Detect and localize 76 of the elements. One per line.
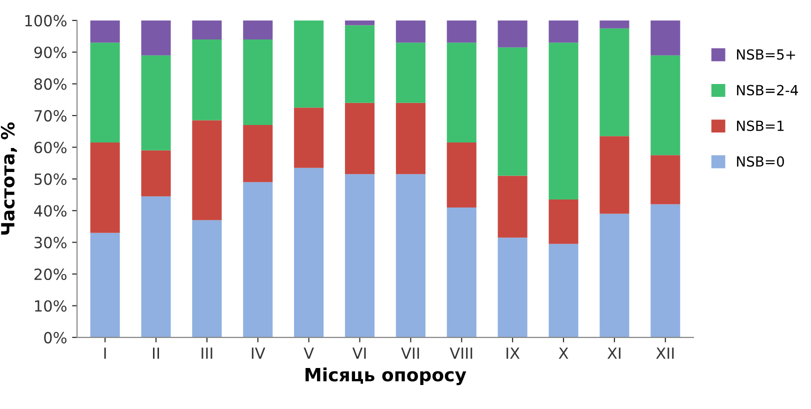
y-tick-label: 0% — [44, 332, 66, 344]
bar — [192, 220, 222, 338]
bar — [600, 136, 630, 214]
bar — [446, 207, 476, 338]
y-tick-label: 40% — [34, 205, 66, 217]
bar — [294, 108, 324, 168]
x-tick-label: XII — [656, 348, 674, 359]
bar — [650, 20, 680, 56]
bar — [446, 142, 476, 208]
bar — [344, 174, 375, 338]
bar — [396, 102, 426, 174]
y-axis-title: Частота, % — [0, 122, 17, 235]
y-tick-label: 100% — [25, 14, 66, 26]
legend-label: NSB=0 — [737, 156, 784, 167]
bar — [294, 168, 324, 338]
x-tick-label: II — [152, 348, 160, 359]
bar — [396, 42, 426, 103]
legend-label: NSB=1 — [737, 120, 784, 132]
bar — [294, 20, 324, 108]
bar — [498, 238, 528, 338]
legend-label: NSB=5+ — [737, 49, 796, 60]
bar — [192, 120, 222, 220]
x-tick-label: V — [304, 348, 314, 359]
bar — [192, 39, 222, 120]
bar — [600, 214, 630, 338]
y-tick-label: 60% — [34, 142, 66, 154]
bar — [141, 196, 171, 338]
x-tick-label: XI — [607, 348, 620, 359]
bar — [243, 39, 273, 126]
x-tick-label: I — [104, 348, 106, 359]
y-tick-label: 20% — [34, 268, 66, 280]
x-tick-label: III — [202, 348, 212, 359]
bar — [600, 28, 630, 136]
bar — [498, 176, 528, 238]
bar — [141, 20, 171, 56]
bar — [396, 20, 426, 43]
bar — [650, 155, 680, 204]
bar — [344, 102, 375, 174]
bar — [243, 20, 273, 40]
bar — [650, 204, 680, 338]
bar — [396, 174, 426, 338]
x-axis-title: Місяць опоросу — [306, 367, 466, 386]
bar — [192, 20, 222, 40]
x-tick-label: IV — [252, 348, 266, 359]
bar — [344, 25, 375, 103]
bar — [90, 20, 120, 43]
bar — [446, 20, 476, 43]
bar — [243, 182, 273, 338]
bar — [344, 20, 375, 26]
y-tick-label: 90% — [34, 46, 66, 58]
y-tick-label: 10% — [35, 300, 66, 312]
bar — [243, 125, 273, 182]
bar — [90, 42, 120, 142]
bar — [90, 232, 120, 338]
bar — [90, 142, 120, 233]
x-tick-label: IX — [506, 348, 520, 359]
bar — [498, 47, 528, 176]
bar — [446, 42, 476, 142]
bar — [141, 55, 171, 150]
bar — [650, 55, 680, 156]
bar — [141, 150, 171, 196]
x-tick-label: VI — [352, 348, 366, 359]
bar — [548, 200, 578, 244]
y-tick-label: 80% — [34, 78, 66, 90]
bar — [548, 42, 578, 200]
x-tick-label: X — [558, 348, 568, 359]
x-tick-label: VII — [401, 348, 419, 359]
legend-label: NSB=2-4 — [737, 84, 798, 96]
y-tick-label: 50% — [34, 173, 66, 185]
bar — [548, 244, 578, 338]
y-tick-label: 70% — [34, 110, 66, 122]
y-tick-label: 30% — [34, 236, 66, 248]
x-tick-label: VIII — [450, 348, 472, 359]
bar — [498, 20, 528, 48]
bar — [548, 20, 578, 43]
bar — [600, 20, 630, 28]
